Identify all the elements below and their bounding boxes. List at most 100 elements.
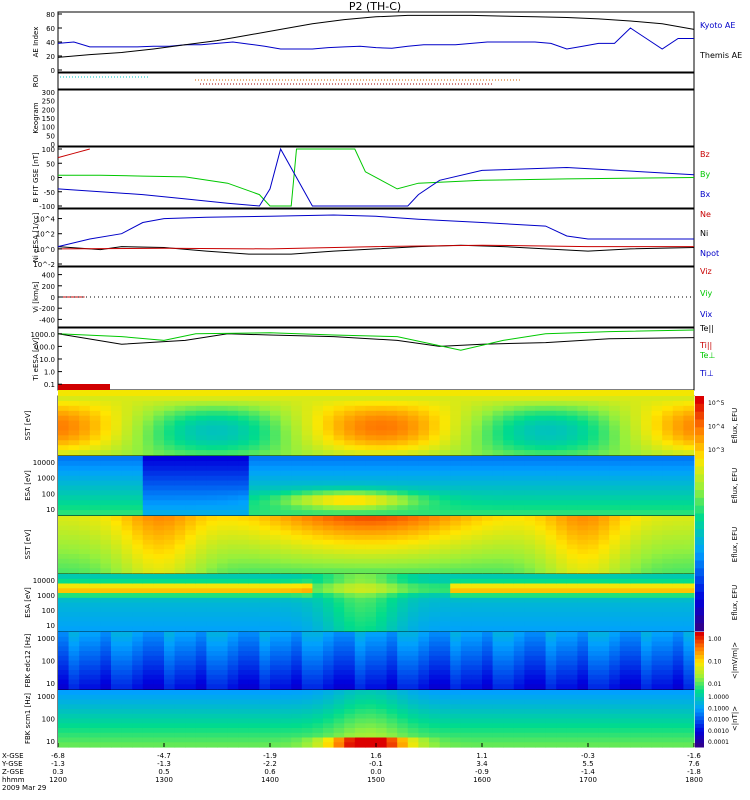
fbk-b-cell [503, 709, 515, 715]
esa-elec-cell [68, 616, 80, 623]
esa-elec-cell [217, 607, 229, 613]
esa-ion-cell [460, 470, 472, 477]
fbk-e-cell [312, 636, 324, 643]
sst-elec-cell [333, 530, 345, 536]
fbk-e-cell [217, 632, 229, 638]
esa-elec-cell [365, 626, 377, 632]
fbk-b-cell [164, 737, 176, 743]
esa-ion-cell [662, 456, 674, 462]
sst-ion-cell [174, 430, 186, 436]
esa-ion-cell [651, 495, 663, 501]
fbk-e-cell [513, 660, 525, 666]
esa-ion-cell [164, 495, 176, 501]
sst-ion-cell [68, 396, 80, 402]
esa-ion-cell [556, 456, 568, 462]
esa-ion-cell [630, 475, 642, 482]
fbk-e-cell [524, 670, 536, 676]
sst-elec-heatmap [58, 516, 695, 574]
esa-elec-cell [492, 574, 504, 580]
esa-elec-cell [577, 583, 589, 589]
sst-ion-cell [418, 400, 430, 407]
fbk-b-cell [566, 718, 578, 724]
esa-ion-cell [588, 495, 600, 501]
sst-elec-cell [301, 558, 313, 565]
esa-ion-cell [132, 495, 144, 501]
fbk-b-cell [142, 737, 154, 743]
sst-elec-cell [89, 544, 101, 550]
fbk-e-cell [111, 674, 123, 681]
fbk-b-cell [397, 723, 409, 729]
fbk-e-cell [58, 636, 70, 643]
esa-ion-cell [344, 495, 356, 501]
sst-elec-cell [492, 530, 504, 536]
sst-ion-cell [291, 425, 303, 431]
fbk-e-cell [450, 674, 462, 681]
sst-elec-cell [79, 520, 91, 527]
fbk-b-cell [238, 713, 250, 720]
esa-ion-cell [365, 490, 377, 496]
esa-ion-cell [132, 505, 144, 511]
fbk-e-cell [248, 674, 260, 681]
sst-ion-cell [206, 410, 218, 417]
esa-elec-cell [619, 583, 631, 589]
esa-elec-cell [439, 626, 451, 632]
esa-elec-cell [58, 607, 70, 613]
fbk-e-cell [301, 679, 313, 685]
esa-elec-cell [556, 616, 568, 623]
panel-frame-density [57, 208, 695, 267]
esa-ion-cell [630, 505, 642, 511]
esa-ion-cell [68, 470, 80, 477]
esa-elec-cell [280, 621, 292, 627]
sst-elec-cell [513, 530, 525, 536]
fbk-e-cell [121, 665, 133, 671]
esa-elec-cell [619, 626, 631, 632]
fbk-b-cell [280, 737, 292, 743]
sst-elec-cell [609, 544, 621, 550]
sst-ion-cell [270, 440, 282, 446]
esa-elec-cell [598, 597, 610, 604]
esa-elec-cell [662, 626, 674, 632]
sst-ion-cell [439, 440, 451, 446]
bfield-ytick-label-4: 100 [42, 146, 55, 154]
esa-ion-cell [185, 495, 197, 501]
fbk-e-cell [227, 660, 239, 666]
esa-ion-cell [577, 475, 589, 482]
sst-ion-cell [111, 435, 123, 441]
fbk-e-cell [217, 670, 229, 676]
esa-ion-cell [227, 460, 239, 467]
esa-ion-cell [323, 490, 335, 496]
fbk-b-cell [344, 737, 356, 743]
sst-ion-cell [450, 400, 462, 407]
esa-elec-cell [641, 574, 653, 580]
fbk-e-cell [58, 684, 70, 690]
axis-row-label-1: Y-GSE [1, 760, 23, 768]
sst-ion-cell [672, 420, 684, 426]
sst-elec-cell [482, 568, 494, 574]
esa-ion-cell [460, 460, 472, 467]
esa-ion-cell [651, 465, 663, 472]
sst-ion-cell [132, 400, 144, 407]
sst-ion-cell [683, 435, 695, 441]
fbk-e-cell [376, 655, 388, 662]
sst-elec-cell [588, 520, 600, 527]
fbk-b-cell [89, 737, 101, 743]
esa-ion-cell [439, 505, 451, 511]
keogram-ytick-label-3: 150 [42, 115, 55, 123]
esa-elec-cell [259, 607, 271, 613]
bfield-ytick-label-0: -100 [39, 203, 55, 211]
sst-elec-cell [683, 568, 695, 574]
esa-elec-cell [524, 612, 536, 618]
esa-ion-cell [121, 475, 133, 482]
fbk-b-cell [79, 718, 91, 724]
sst-ion-cell [630, 410, 642, 417]
esa-ion-cell [651, 510, 663, 516]
sst-elec-cell [641, 568, 653, 574]
ae-ytick-label-3: 60 [46, 25, 55, 33]
fbk-b-cell [609, 732, 621, 739]
sst-elec-cell [195, 568, 207, 574]
sst-elec-cell [651, 568, 663, 574]
fbk-e-cell [407, 679, 419, 685]
fbk-b-cell [545, 737, 557, 743]
sst-elec-cell [164, 544, 176, 550]
fbk-e-cell [280, 641, 292, 647]
